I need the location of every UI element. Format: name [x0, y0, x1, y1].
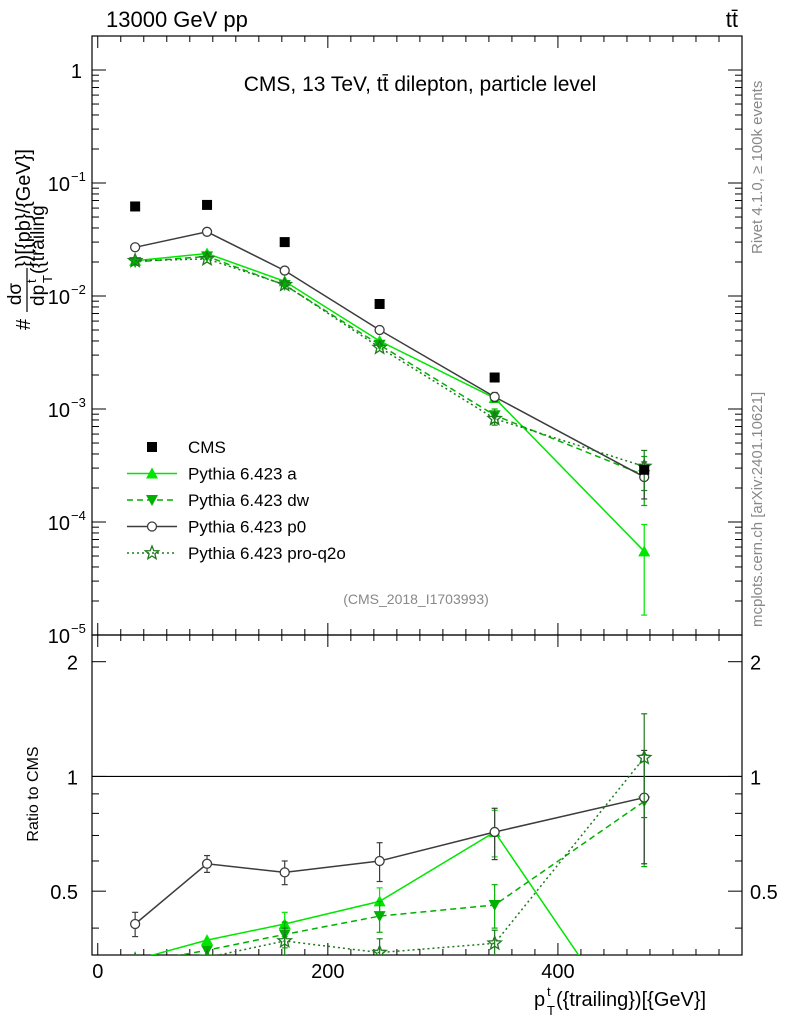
y-tick-exponent: −2	[71, 282, 86, 297]
y-tick-label-main: 10	[48, 400, 70, 422]
xlabel-p: p	[534, 989, 545, 1011]
main-point-cms	[130, 201, 141, 212]
ratio-point-pythia-6-423-p0	[279, 867, 290, 878]
y-tick-exponent: −3	[71, 395, 86, 410]
main-point-pythia-6-423-p0	[279, 265, 290, 276]
ratio-point-pythia-6-423-a	[201, 934, 214, 946]
main-point-pythia-6-423-p0	[374, 324, 385, 336]
x-axis-label: p t T ({trailing})[{GeV}]	[534, 984, 706, 1018]
ylabel-numerator: dσ	[5, 283, 26, 306]
main-point-pythia-6-423-pro-q2o	[371, 338, 388, 355]
y-tick-label-ratio-right: 0.5	[750, 882, 778, 904]
main-point-pythia-6-423-p0	[201, 226, 213, 237]
y-tick-label-main: 10	[48, 174, 70, 196]
header-right: tt̄	[726, 7, 738, 32]
main-point-cms	[202, 199, 213, 210]
main-line-pythia-6-423-a	[135, 252, 645, 552]
ratio-line-pythia-6-423-a	[150, 830, 580, 955]
y-tick-label-ratio: 2	[67, 653, 78, 675]
main-point-pythia-6-423-pro-q2o	[126, 251, 144, 268]
x-tick-label: 200	[311, 961, 344, 983]
rivet-version-label: Rivet 4.1.0, ≥ 100k events	[749, 81, 766, 254]
xlabel-sub: T	[547, 1003, 555, 1018]
ylabel-denominator: dp	[28, 285, 49, 306]
ratio-point-pythia-6-423-pro-q2o	[371, 943, 389, 955]
main-point-pythia-6-423-a	[638, 545, 651, 557]
main-point-pythia-6-423-pro-q2o	[198, 250, 216, 267]
main-point-pythia-6-423-dw	[201, 251, 214, 263]
main-point-pythia-6-423-dw	[373, 339, 386, 351]
ratio-line-pythia-6-423-p0	[134, 796, 645, 925]
main-point-pythia-6-423-dw	[129, 256, 142, 268]
legend-marker-pythia-6-423-dw	[146, 495, 158, 506]
legend-label-pythia-6-423-p0: Pythia 6.423 p0	[188, 518, 306, 537]
y-axis-label-ratio: Ratio to CMS	[25, 746, 42, 841]
ratio-plot-frame	[91, 634, 743, 956]
ratio-point-pythia-6-423-dw	[373, 911, 386, 923]
main-point-cms	[279, 237, 290, 248]
ratio-point-pythia-6-423-pro-q2o	[486, 934, 503, 951]
legend-marker-pythia-6-423-pro-q2o	[143, 544, 161, 561]
ratio-line-pythia-6-423-dw	[176, 800, 645, 955]
ratio-point-pythia-6-423-dw	[488, 899, 501, 911]
axis-ticks	[92, 35, 743, 955]
ylabel-den-sub: T	[40, 275, 55, 283]
main-point-pythia-6-423-pro-q2o	[276, 275, 294, 292]
main-line-pythia-6-423-p0	[134, 231, 645, 478]
y-tick-label-ratio: 0.5	[50, 882, 78, 904]
legend-label-pythia-6-423-pro-q2o: Pythia 6.423 pro-q2o	[188, 544, 346, 563]
legend-label-cms: CMS	[188, 438, 226, 457]
main-point-pythia-6-423-p0	[129, 242, 141, 253]
y-tick-label-ratio-right: 1	[750, 767, 761, 789]
main-line-pythia-6-423-pro-q2o	[135, 258, 645, 468]
y-tick-label-ratio-right: 2	[750, 653, 761, 675]
y-tick-label-main: 10	[48, 626, 70, 648]
main-point-pythia-6-423-p0	[489, 391, 500, 403]
y-tick-label-main: 10	[48, 513, 70, 535]
xlabel-sup: t	[547, 984, 551, 999]
legend-marker-pythia-6-423-p0	[146, 521, 158, 532]
main-point-pythia-6-423-pro-q2o	[486, 409, 503, 426]
main-point-cms	[374, 298, 385, 309]
xlabel-rest: ({trailing})[{GeV}]	[556, 989, 706, 1011]
ylabel-den-sup: t	[24, 279, 39, 283]
main-point-cms	[639, 464, 650, 475]
ratio-point-pythia-6-423-p0	[129, 918, 141, 930]
legend: CMS Pythia 6.423 a Pythia 6.423 dw Pythia 6…	[127, 438, 346, 563]
main-line-pythia-6-423-dw	[135, 255, 645, 476]
x-tick-label: 400	[541, 961, 574, 983]
y-tick-label-main: 1	[71, 61, 82, 83]
legend-label-pythia-6-423-dw: Pythia 6.423 dw	[188, 491, 310, 510]
ratio-point-pythia-6-423-pro-q2o	[635, 748, 653, 765]
y-axis-label-main: # dσ dp t T ({trailing })[{pb}/{GeV}]	[5, 149, 55, 330]
main-point-cms	[489, 372, 500, 383]
y-tick-label-main: 10	[48, 287, 70, 309]
ratio-point-pythia-6-423-p0	[489, 826, 500, 838]
y-tick-exponent: −1	[71, 169, 86, 184]
ylabel-tail: })[{pb}/{GeV}]	[13, 149, 35, 268]
y-tick-exponent: −4	[71, 508, 86, 523]
analysis-watermark: (CMS_2018_I1703993)	[343, 591, 489, 607]
legend-label-pythia-6-423-a: Pythia 6.423 a	[188, 465, 297, 484]
y-tick-exponent: −5	[71, 621, 86, 636]
main-series	[126, 199, 653, 616]
chart-title: CMS, 13 TeV, tt̄ dilepton, particle leve…	[244, 73, 597, 96]
ratio-series	[129, 713, 653, 969]
ratio-point-pythia-6-423-dw	[129, 958, 141, 969]
header-left: 13000 GeV pp	[106, 7, 248, 32]
ylabel-hash: #	[13, 318, 35, 330]
legend-marker-cms	[147, 442, 157, 452]
y-tick-label-ratio: 1	[67, 767, 78, 789]
ratio-point-pythia-6-423-p0	[374, 855, 385, 867]
mcplots-label: mcplots.cern.ch [arXiv:2401.10621]	[749, 392, 766, 627]
legend-marker-pythia-6-423-a	[146, 467, 158, 479]
ylabel-den-rest: ({trailing	[28, 205, 49, 274]
ratio-point-pythia-6-423-p0	[201, 858, 213, 869]
ratio-point-pythia-6-423-pro-q2o	[276, 932, 294, 949]
x-tick-label: 0	[92, 961, 103, 983]
